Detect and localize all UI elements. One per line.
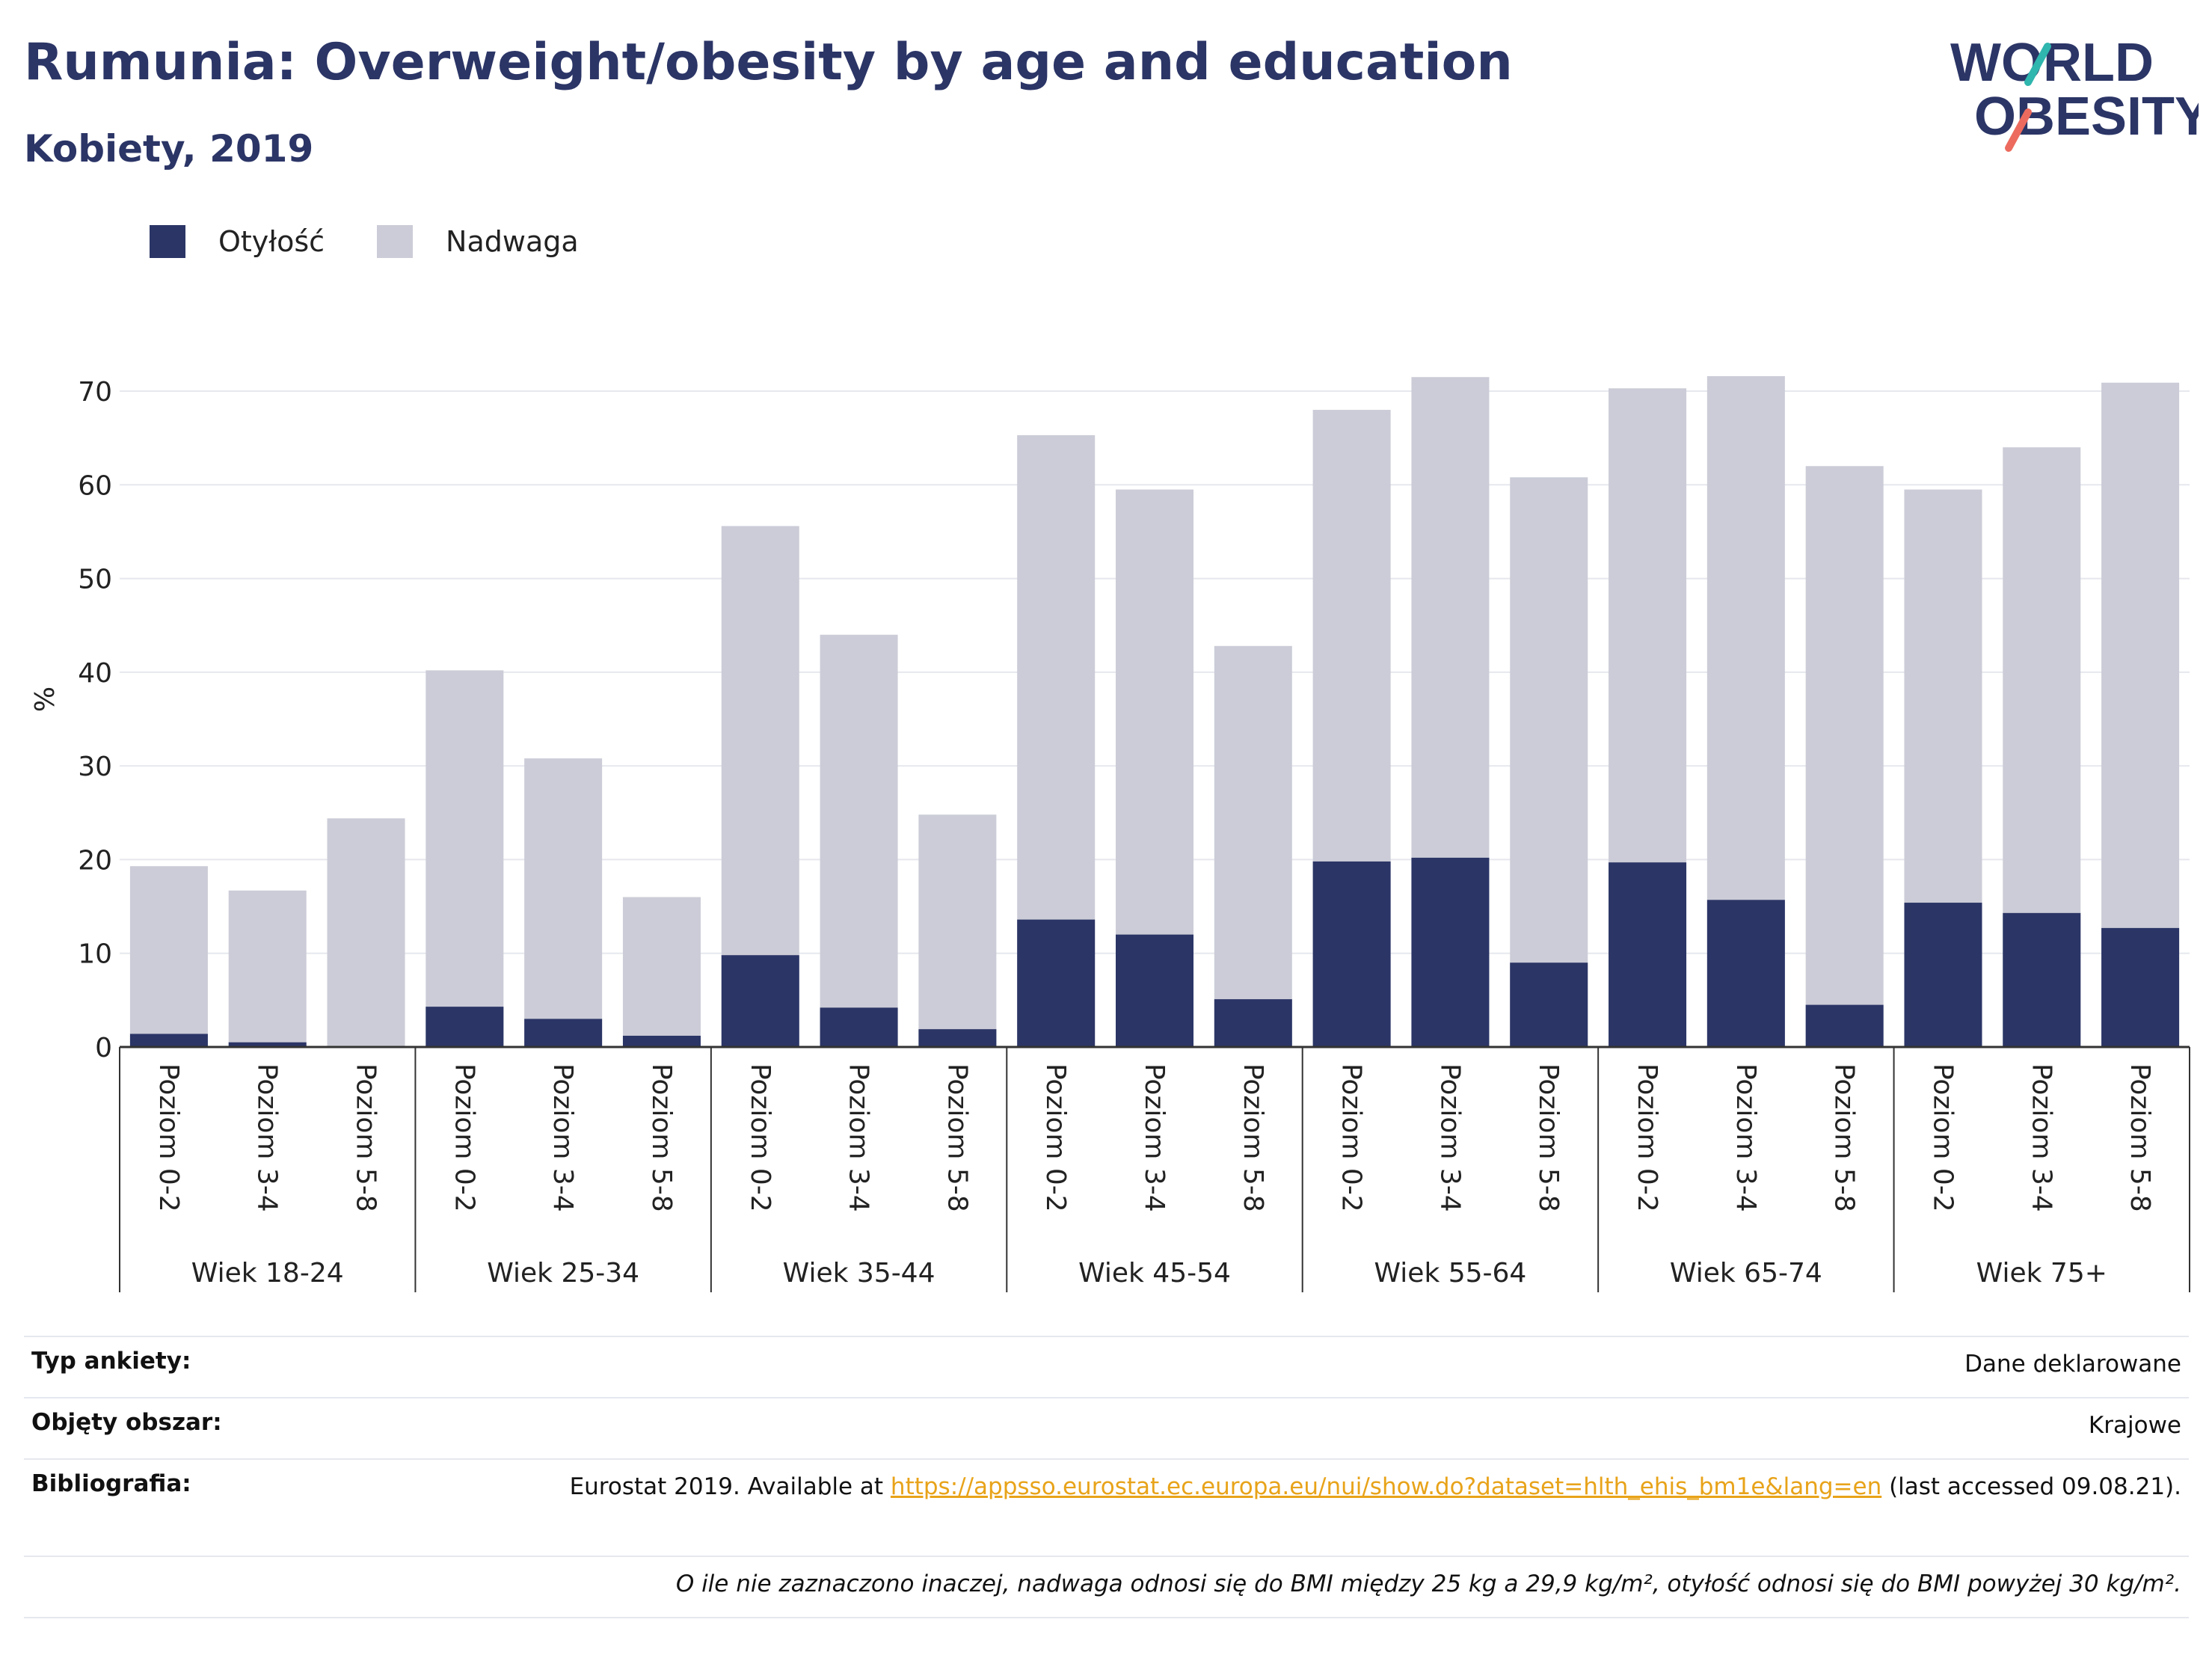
meta-key: Bibliografia: <box>24 1458 488 1557</box>
bar-obesity <box>1706 900 1785 1047</box>
x-category-label: Poziom 5-8 <box>1829 1063 1860 1212</box>
bar-obesity <box>918 1029 997 1047</box>
y-tick-label: 40 <box>78 658 112 689</box>
bar-obesity <box>1510 962 1588 1047</box>
y-tick-label: 60 <box>78 470 112 501</box>
x-category-label: Poziom 0-2 <box>1632 1063 1662 1212</box>
bar-overweight <box>820 634 898 1047</box>
bar-overweight <box>918 814 997 1047</box>
y-tick-label: 30 <box>78 752 112 782</box>
x-category-label: Poziom 0-2 <box>153 1063 184 1212</box>
y-tick-label: 0 <box>95 1033 112 1063</box>
bar-obesity <box>1017 919 1096 1047</box>
legend-swatch-obesity <box>150 225 185 258</box>
x-category-label: Poziom 3-4 <box>252 1063 283 1212</box>
legend-label-obesity: Otyłość <box>218 225 325 258</box>
chart-subtitle: Kobiety, 2019 <box>24 127 314 171</box>
y-axis-label: % <box>30 687 61 712</box>
x-category-label: Poziom 3-4 <box>844 1063 874 1212</box>
bar-obesity <box>1116 934 1193 1047</box>
bar-obesity <box>721 955 799 1047</box>
meta-key: Objęty obszar: <box>24 1397 488 1460</box>
x-category-label: Poziom 5-8 <box>1238 1063 1268 1212</box>
meta-key: Typ ankiety: <box>24 1336 488 1398</box>
x-category-label: Poziom 0-2 <box>745 1063 775 1212</box>
bar-obesity <box>2101 927 2180 1047</box>
bar-obesity <box>2003 912 2081 1047</box>
bar-obesity <box>228 1042 307 1047</box>
meta-value: Krajowe <box>488 1397 2189 1460</box>
x-category-label: Poziom 0-2 <box>1336 1063 1367 1212</box>
x-group-label: Wiek 18-24 <box>191 1258 344 1289</box>
meta-row-survey-type: Typ ankiety: Dane deklarowane <box>24 1336 2189 1398</box>
bar-overweight <box>622 897 701 1047</box>
bar-overweight <box>327 818 405 1047</box>
logo-slash-teal <box>2024 43 2051 86</box>
bar-overweight <box>129 866 208 1047</box>
x-category-label: Poziom 3-4 <box>1434 1063 1465 1212</box>
x-category-label: Poziom 3-4 <box>547 1063 578 1212</box>
x-category-label: Poziom 0-2 <box>449 1063 479 1212</box>
bar-obesity <box>622 1035 701 1047</box>
bar-obesity <box>1805 1004 1884 1047</box>
y-tick-label: 20 <box>78 845 112 876</box>
x-category-label: Poziom 0-2 <box>1040 1063 1071 1212</box>
x-category-label: Poziom 3-4 <box>1730 1063 1761 1212</box>
bar-overweight <box>1510 477 1588 1047</box>
chart-legend: Otyłość Nadwaga <box>150 221 631 262</box>
x-group-label: Wiek 75+ <box>1976 1258 2107 1289</box>
x-group-label: Wiek 25-34 <box>487 1258 639 1289</box>
bar-overweight <box>1214 645 1292 1047</box>
meta-row-footnote: O ile nie zaznaczono inaczej, nadwaga od… <box>24 1556 2189 1618</box>
y-tick-label: 70 <box>78 377 112 408</box>
bar-obesity <box>425 1007 504 1047</box>
meta-row-bibliography: Bibliografia: Eurostat 2019. Available a… <box>24 1458 2189 1557</box>
bar-obesity <box>1609 862 1687 1047</box>
bar-obesity <box>1904 903 1982 1047</box>
bibliography-suffix: (last accessed 09.08.21). <box>1881 1473 2181 1500</box>
bibliography-link[interactable]: https://appsso.eurostat.ec.europa.eu/nui… <box>890 1473 1882 1500</box>
meta-value: Eurostat 2019. Available at https://apps… <box>488 1458 2189 1557</box>
x-category-label: Poziom 5-8 <box>351 1063 381 1212</box>
x-category-label: Poziom 3-4 <box>2026 1063 2056 1212</box>
footnote: O ile nie zaznaczono inaczej, nadwaga od… <box>488 1556 2189 1618</box>
y-tick-label: 10 <box>78 939 112 970</box>
logo-line-world: WORLD <box>1950 33 2154 93</box>
x-category-label: Poziom 5-8 <box>941 1063 972 1212</box>
world-obesity-logo: WORLD OBESITY <box>1950 33 2199 152</box>
bar-obesity <box>1411 857 1490 1047</box>
legend-swatch-overweight <box>377 225 414 258</box>
x-category-label: Poziom 3-4 <box>1139 1063 1170 1212</box>
bar-obesity <box>1214 999 1292 1047</box>
bar-obesity <box>129 1034 208 1047</box>
bar-obesity <box>1312 861 1391 1047</box>
bar-overweight <box>524 758 603 1047</box>
bar-obesity <box>524 1019 603 1047</box>
bar-overweight <box>1805 466 1884 1047</box>
x-category-label: Poziom 0-2 <box>1927 1063 1958 1212</box>
legend-label-overweight: Nadwaga <box>446 225 579 258</box>
meta-row-area: Objęty obszar: Krajowe <box>24 1397 2189 1460</box>
metadata-table: Typ ankiety: Dane deklarowane Objęty obs… <box>24 1336 2189 1618</box>
bar-overweight <box>425 670 504 1047</box>
x-group-label: Wiek 45-54 <box>1078 1258 1231 1289</box>
x-category-label: Poziom 5-8 <box>646 1063 677 1212</box>
bar-overweight <box>228 890 307 1047</box>
x-category-label: Poziom 5-8 <box>1533 1063 1564 1212</box>
x-category-label: Poziom 5-8 <box>2125 1063 2155 1212</box>
x-group-label: Wiek 65-74 <box>1670 1258 1822 1289</box>
chart-title: Rumunia: Overweight/obesity by age and e… <box>24 33 1513 92</box>
y-tick-label: 50 <box>78 565 112 595</box>
bibliography-prefix: Eurostat 2019. Available at <box>569 1473 891 1500</box>
bar-obesity <box>820 1007 898 1047</box>
x-group-label: Wiek 55-64 <box>1374 1258 1526 1289</box>
stacked-bar-chart: 0 10 20 30 40 50 60 70% Poziom 0-2 Poziom 3-4 Pozi… <box>30 375 2190 1292</box>
logo-slash-coral <box>2005 108 2032 152</box>
meta-value: Dane deklarowane <box>488 1336 2189 1398</box>
x-group-label: Wiek 35-44 <box>783 1258 936 1289</box>
